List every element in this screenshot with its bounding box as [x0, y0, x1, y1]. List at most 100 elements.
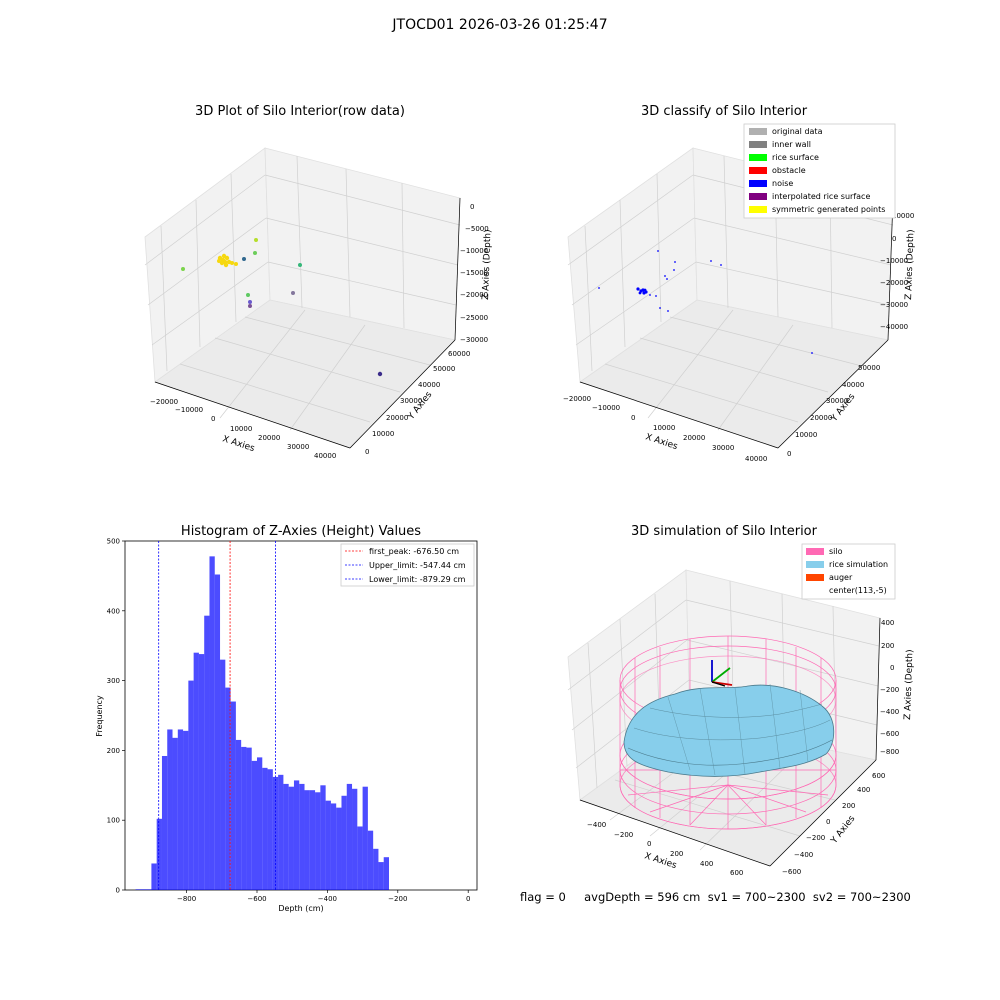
svg-text:center(113,-5): center(113,-5)	[829, 586, 887, 595]
svg-text:−200: −200	[614, 831, 633, 839]
svg-text:interpolated rice surface: interpolated rice surface	[772, 192, 870, 201]
simulation-plot-title: 3D simulation of Silo Interior	[631, 524, 817, 539]
svg-text:0: 0	[826, 818, 830, 826]
histogram-bar	[230, 701, 236, 890]
legend-item-original-data: original data	[749, 127, 823, 136]
histogram-bar	[262, 767, 268, 890]
classify-z-ticks: 10000 0 −10000 −20000 −30000 −40000	[880, 212, 914, 331]
svg-text:0: 0	[365, 448, 369, 456]
svg-text:40000: 40000	[314, 452, 336, 460]
svg-text:0: 0	[892, 235, 896, 243]
histogram-bar	[177, 729, 184, 890]
svg-text:40000: 40000	[842, 381, 864, 389]
histogram-bar	[267, 769, 273, 890]
histogram-bar	[135, 889, 141, 890]
histogram-bar	[235, 739, 242, 890]
svg-text:20000: 20000	[810, 414, 832, 422]
histogram-bar	[383, 857, 389, 890]
raw-y-ticks: 0 10000 20000 30000 40000 50000 60000	[365, 350, 470, 456]
svg-text:−5000: −5000	[465, 225, 489, 233]
svg-text:−400: −400	[587, 821, 606, 829]
svg-text:−10000: −10000	[880, 257, 908, 265]
histogram-bar	[288, 786, 294, 890]
svg-text:40000: 40000	[745, 455, 767, 463]
svg-text:rice surface: rice surface	[772, 153, 819, 162]
histogram-bar	[183, 730, 189, 890]
legend-lower-limit: Lower_limit: -879.29 cm	[345, 575, 466, 584]
sim-z-ticks: 400 200 0 −200 −400 −600 −800	[880, 619, 899, 756]
svg-text:600: 600	[730, 869, 743, 877]
histogram-bar	[188, 680, 194, 890]
legend-item-inner-wall: inner wall	[749, 140, 811, 149]
svg-text:−800: −800	[880, 748, 899, 756]
histogram-bar	[309, 790, 316, 890]
svg-text:Lower_limit: -879.29 cm: Lower_limit: -879.29 cm	[369, 575, 466, 584]
svg-text:−10000: −10000	[592, 404, 620, 412]
histogram-bar	[167, 729, 173, 890]
y-tick-label: 500	[107, 538, 120, 546]
legend-item-rice-surface: rice surface	[749, 153, 819, 162]
raw-point	[377, 371, 383, 377]
raw-point	[254, 238, 258, 242]
svg-text:0: 0	[890, 664, 894, 672]
svg-text:0: 0	[787, 450, 791, 458]
histogram-bar	[214, 574, 221, 890]
y-tick-label: 200	[107, 747, 120, 755]
figure-title: JTOCD01 2026-03-26 01:25:47	[392, 17, 608, 33]
sim-y-label: Y Axies	[829, 814, 858, 847]
svg-text:−200: −200	[806, 834, 825, 842]
histogram-bar	[341, 795, 347, 890]
histogram-bar	[320, 785, 326, 890]
histogram-bar	[352, 788, 358, 890]
rice-surface	[623, 683, 835, 777]
histogram-bar	[251, 760, 257, 890]
histogram-bar	[193, 652, 199, 890]
raw-point	[298, 263, 302, 267]
histogram-bar	[140, 889, 147, 890]
svg-text:0: 0	[470, 203, 474, 211]
svg-text:60000: 60000	[448, 350, 470, 358]
histogram-bar	[209, 556, 215, 890]
svg-text:0: 0	[647, 840, 651, 848]
histogram-bar	[293, 780, 300, 890]
raw-z-label: Z Axies (Depth)	[481, 229, 493, 300]
status-footer: flag = 0 avgDepth = 596 cm sv1 = 700~230…	[520, 890, 911, 904]
histogram-bars	[135, 556, 389, 890]
legend-item-interpolated: interpolated rice surface	[749, 192, 870, 201]
svg-text:−10000: −10000	[460, 247, 488, 255]
svg-text:0: 0	[211, 415, 215, 423]
x-tick-label: −200	[388, 895, 407, 903]
svg-text:−400: −400	[880, 708, 899, 716]
svg-text:10000: 10000	[892, 212, 914, 220]
raw-point	[248, 300, 252, 304]
svg-text:200: 200	[842, 802, 855, 810]
raw-x-ticks: −20000 −10000 0 10000 20000 30000 40000	[150, 398, 336, 460]
svg-text:20000: 20000	[258, 434, 280, 442]
histogram-bar	[283, 783, 289, 890]
legend-item-center: center(113,-5)	[829, 586, 887, 595]
raw-point	[242, 257, 246, 261]
x-tick-label: −600	[247, 895, 266, 903]
svg-text:−10000: −10000	[175, 406, 203, 414]
classify-z-label: Z Axies (Depth)	[904, 229, 916, 300]
svg-text:silo: silo	[829, 547, 843, 556]
svg-text:600: 600	[872, 772, 885, 780]
svg-text:symmetric generated points: symmetric generated points	[772, 205, 885, 214]
histogram-legend: first_peak: -676.50 cm Upper_limit: -547…	[340, 543, 475, 587]
histogram-x-label: Depth (cm)	[278, 904, 323, 913]
svg-text:50000: 50000	[433, 365, 455, 373]
raw-point	[248, 304, 252, 308]
histogram-bar	[378, 862, 384, 890]
legend-item-auger: auger	[806, 573, 853, 582]
histogram-bar	[315, 792, 321, 890]
histogram-y-ticks: 0 100 200 300 400 500	[107, 538, 125, 895]
histogram-bar	[151, 863, 157, 890]
y-tick-label: 100	[107, 817, 120, 825]
svg-text:200: 200	[881, 642, 894, 650]
sim-z-label: Z Axies (Depth)	[903, 649, 915, 720]
svg-text:−200: −200	[880, 686, 899, 694]
svg-text:400: 400	[857, 786, 870, 794]
histogram-bar	[299, 783, 305, 890]
